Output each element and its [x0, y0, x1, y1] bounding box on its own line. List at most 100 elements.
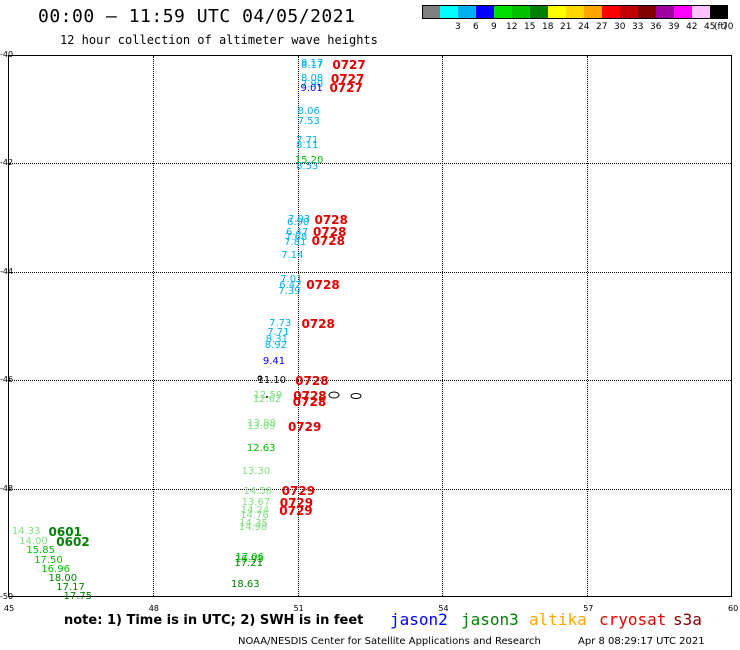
pass-time-label: 0601 — [48, 524, 82, 539]
pass-time-label: 0727 — [329, 80, 363, 95]
wave-height-value: 12.62 — [252, 394, 282, 406]
pass-time-label: 0602 — [56, 534, 90, 549]
legend-swatch — [638, 6, 656, 19]
longitude-label: 57 — [583, 604, 594, 613]
legend-label: 36 — [650, 22, 662, 32]
wave-height-value: 12.59 — [253, 389, 283, 401]
pass-time-label: 0729 — [281, 483, 316, 498]
wave-height-value: 13.30 — [241, 466, 271, 478]
wave-height-value: 8.17 — [300, 58, 324, 70]
wave-height-value: 6.47 — [286, 227, 309, 239]
wave-height-value: 6.90 — [286, 217, 310, 229]
legend-label: 42 — [686, 22, 698, 32]
legend-label: 30 — [614, 22, 626, 32]
wave-height-value: 14.58 — [243, 485, 273, 497]
wave-height-value: 17.75 — [63, 591, 93, 602]
longitude-label: 48 — [148, 604, 159, 613]
wave-height-value: 17.21 — [234, 558, 263, 570]
island-marker — [350, 393, 362, 399]
wave-height-value: 8.53 — [296, 160, 319, 172]
legend-swatch — [530, 6, 548, 19]
wave-height-value: 7.39 — [278, 286, 301, 298]
wave-height-value: 18.00 — [48, 573, 78, 585]
legend-swatch — [566, 6, 584, 19]
wave-height-value: 14.35 — [239, 518, 268, 530]
legend-label: 9 — [491, 22, 497, 32]
legend-label: 21 — [560, 22, 572, 32]
legend-swatch — [710, 6, 728, 19]
satellite-jason2: jason2 — [390, 610, 448, 629]
latitude-label: -50 — [0, 592, 14, 601]
legend-label: 45 — [704, 22, 716, 32]
wave-height-value: 14.24 — [240, 505, 270, 517]
longitude-gridline — [442, 56, 444, 596]
wave-height-value: 7.81 — [284, 236, 307, 248]
island-marker — [257, 375, 263, 381]
wave-height-value: 7.71 — [267, 327, 290, 339]
pass-time-label: 0727 — [330, 72, 365, 87]
wave-height-value: 16.96 — [41, 563, 70, 575]
wave-height-value: 17.17 — [56, 582, 85, 594]
pass-time-label: 0728 — [306, 277, 340, 292]
legend-swatch — [584, 6, 602, 19]
wave-height-value: 8.11 — [296, 139, 319, 151]
legend-label: 3 — [455, 22, 461, 32]
legend-swatch — [512, 6, 530, 19]
legend-label: 70 — [722, 22, 734, 32]
longitude-label: 60 — [728, 604, 739, 613]
pass-time-label: 0728 — [301, 316, 335, 331]
wave-height-value: 13.88 — [247, 418, 277, 430]
wave-height-value: 8.06 — [297, 105, 320, 117]
wave-height-value: 15.85 — [26, 545, 55, 557]
wave-height-value: 6.42 — [279, 279, 302, 291]
latitude-gridline — [9, 163, 731, 165]
wave-height-value: 7.68 — [285, 232, 308, 244]
legend-label: 15 — [524, 22, 536, 32]
legend-swatch — [458, 6, 476, 19]
wave-height-value: 13.67 — [241, 496, 271, 508]
legend-label: 24 — [578, 22, 590, 32]
latitude-gridline — [9, 380, 731, 382]
wave-height-value: 18.63 — [230, 579, 260, 591]
wave-height-value: 16.93 — [234, 554, 264, 566]
latitude-label: -48 — [0, 483, 14, 493]
island-marker — [266, 396, 268, 398]
pass-time-label: 0727 — [332, 58, 366, 73]
longitude-gridline — [297, 56, 299, 596]
wave-height-value: 12.63 — [246, 443, 276, 455]
satellite-cryosat: cryosat — [599, 610, 667, 629]
legend-swatch — [440, 6, 458, 19]
pass-time-label: 0728 — [295, 374, 329, 389]
wave-height-value: 15.20 — [294, 155, 324, 167]
legend-swatch — [602, 6, 620, 19]
legend-label: 27 — [596, 22, 608, 32]
credit-line: NOAA/NESDIS Center for Satellite Applica… — [238, 636, 541, 647]
wave-height-value: 14.98 — [238, 521, 268, 533]
pass-time-label: 0728 — [311, 234, 345, 249]
wave-height-value: 7.90 — [300, 78, 324, 90]
latitude-label: -46 — [0, 375, 14, 385]
legend-swatch — [476, 6, 494, 19]
wave-height-value: 8.31 — [265, 333, 288, 345]
latitude-gridline — [9, 271, 731, 273]
page-subtitle: 12 hour collection of altimeter wave hei… — [60, 33, 378, 47]
wave-height-value: 7.73 — [269, 317, 292, 329]
latitude-label: -42 — [0, 158, 14, 168]
longitude-label: 45 — [4, 604, 15, 613]
legend-swatch — [422, 6, 440, 19]
legend-swatch — [656, 6, 674, 19]
legend-swatch — [494, 6, 512, 19]
pass-time-label: 0729 — [287, 419, 322, 434]
footer-note: note: 1) Time is in UTC; 2) SWH is in fe… — [64, 613, 364, 628]
island-marker — [328, 391, 340, 399]
wave-height-value: 17.50 — [34, 554, 63, 566]
pass-time-label: 0729 — [279, 495, 314, 510]
wave-height-value: 14.33 — [11, 525, 41, 537]
legend-frame — [422, 5, 728, 19]
legend-label: 6 — [473, 22, 479, 32]
pass-time-label: 0728 — [313, 224, 347, 239]
legend-swatch — [692, 6, 710, 19]
wave-height-value: 8.17 — [300, 60, 324, 72]
generated-time: Apr 8 08:29:17 UTC 2021 — [578, 636, 705, 647]
